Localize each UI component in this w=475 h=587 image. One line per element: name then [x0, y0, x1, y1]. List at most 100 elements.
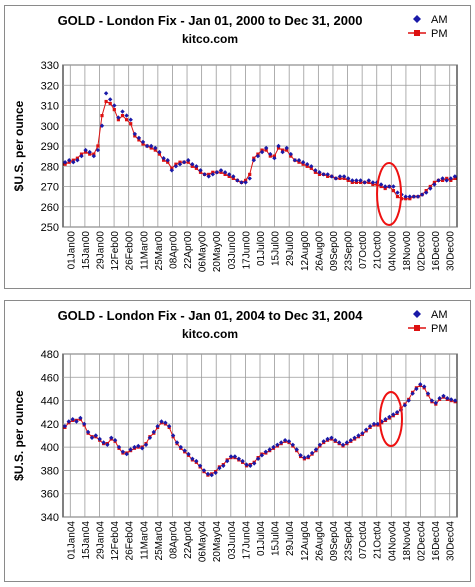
am-point: [153, 145, 158, 151]
am-point: [403, 194, 408, 199]
am-point: [358, 178, 363, 183]
am-point: [445, 396, 450, 401]
am-point: [239, 180, 244, 185]
grid: [63, 64, 457, 228]
y-tick-label: 360: [41, 489, 59, 501]
x-tick-label: 07Oct04: [358, 521, 369, 559]
am-point: [379, 419, 384, 424]
x-tick-label: 20May04: [212, 521, 223, 563]
am-point: [337, 440, 342, 445]
y-tick-label: 310: [41, 101, 59, 113]
x-tick-label: 11Mar04: [139, 521, 150, 560]
am-point: [268, 151, 273, 157]
am-point: [302, 455, 307, 460]
am-point: [221, 463, 226, 468]
legend-pm-marker: [414, 325, 420, 331]
am-point: [181, 160, 187, 165]
chart-2004: GOLD - London Fix - Jan 01, 2004 to Dec …: [12, 308, 458, 563]
x-tick-label: 09Sep00: [329, 231, 340, 271]
am-point: [149, 143, 154, 149]
am-point: [128, 447, 133, 452]
am-point: [217, 465, 222, 471]
am-point: [391, 412, 396, 417]
x-tick-label: 29Jul04: [285, 521, 296, 556]
series-am: [62, 91, 458, 199]
series-am: [62, 382, 458, 478]
x-tick-label: 25Mar00: [154, 231, 165, 271]
am-point: [157, 149, 162, 155]
am-point: [82, 421, 87, 427]
am-point: [99, 123, 105, 128]
legend-am-label: AM: [431, 309, 448, 321]
x-tick-label: 12Aug04: [300, 521, 311, 561]
am-point: [317, 170, 322, 175]
am-point: [441, 393, 446, 399]
am-point: [449, 397, 454, 402]
y-tick-label: 330: [41, 60, 59, 72]
chart-subtitle: kitco.com: [182, 32, 238, 46]
am-point: [194, 164, 199, 169]
am-point: [136, 135, 142, 141]
am-point: [415, 194, 421, 199]
chart-panel-2000: GOLD - London Fix - Jan 01, 2000 to Dec …: [4, 5, 471, 289]
x-tick-label: 29Jul00: [285, 231, 296, 266]
am-point: [444, 178, 449, 183]
am-point: [348, 438, 353, 443]
am-point: [132, 444, 137, 450]
highlight-ellipse: [379, 391, 404, 447]
pm-point: [100, 114, 104, 118]
am-point: [279, 440, 284, 445]
am-point: [194, 458, 199, 464]
am-point: [313, 168, 318, 173]
am-point: [290, 442, 295, 447]
am-point: [248, 463, 253, 468]
am-point: [387, 184, 392, 189]
am-point: [202, 172, 207, 177]
pm-point: [125, 118, 129, 122]
y-tick-label: 440: [41, 396, 59, 408]
am-point: [155, 424, 160, 429]
x-tick-label: 29Jan04: [95, 521, 106, 560]
am-point: [407, 194, 412, 199]
x-tick-label: 22Apr00: [183, 231, 194, 269]
am-point: [360, 431, 365, 436]
am-point: [340, 442, 346, 447]
am-point: [71, 160, 76, 165]
am-point: [173, 164, 179, 169]
x-tick-label: 18Nov00: [402, 231, 413, 271]
x-tick-label: 30Dec00: [446, 231, 457, 271]
am-point: [103, 91, 109, 96]
am-point: [75, 158, 80, 163]
am-point: [105, 442, 110, 447]
am-point: [288, 151, 293, 157]
am-point: [341, 174, 347, 179]
x-tick-label: 03Jun04: [227, 521, 238, 560]
x-tick-label: 06May04: [198, 521, 209, 563]
am-point: [222, 170, 228, 175]
x-tick-label: 30Dec04: [446, 521, 457, 561]
chart-2000: GOLD - London Fix - Jan 01, 2000 to Dec …: [12, 13, 458, 272]
legend-item-pm: PM: [408, 28, 448, 40]
am-point: [143, 442, 149, 447]
am-point: [161, 156, 166, 161]
chart-title: GOLD - London Fix - Jan 01, 2004 to Dec …: [58, 308, 364, 323]
x-tick-label: 16Dec00: [431, 231, 442, 271]
x-tick-label: 15Jan04: [81, 521, 92, 560]
am-point: [259, 453, 265, 458]
am-point: [333, 176, 339, 181]
am-point: [163, 420, 168, 425]
am-point: [78, 415, 83, 421]
am-point: [140, 446, 145, 451]
am-point: [225, 458, 230, 464]
am-point: [247, 176, 252, 181]
am-point: [218, 168, 224, 173]
am-point: [432, 182, 437, 187]
x-tick-label: 02Dec04: [417, 521, 428, 561]
pm-point: [395, 195, 400, 199]
am-point: [93, 433, 98, 438]
pm-point: [248, 172, 252, 176]
am-point: [235, 178, 240, 183]
y-tick-label: 460: [41, 372, 59, 384]
am-point: [440, 176, 445, 181]
am-point: [367, 424, 373, 429]
